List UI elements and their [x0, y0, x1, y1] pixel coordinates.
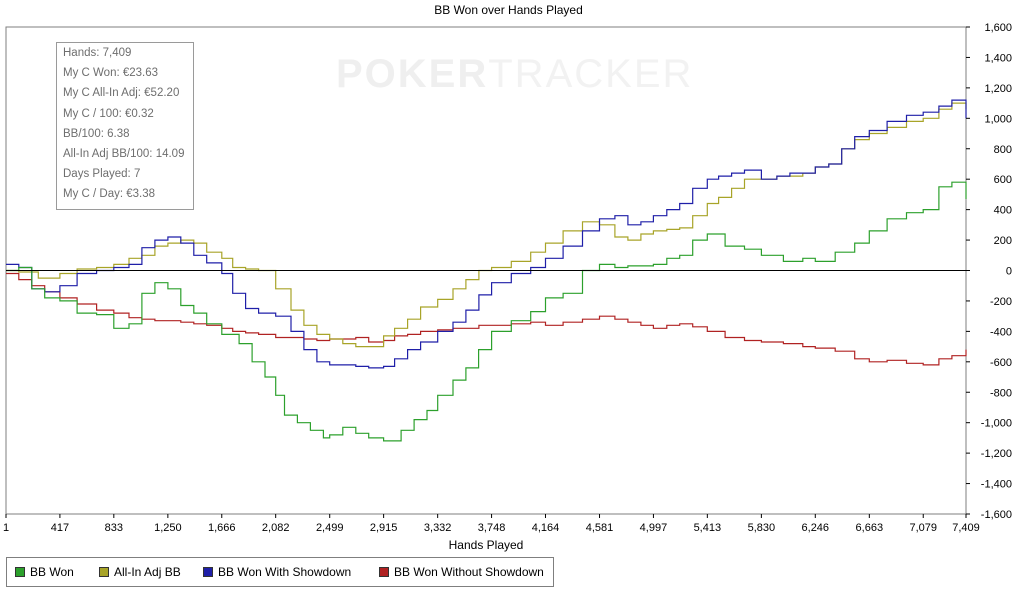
series-line-bb-won-without-showdown [6, 272, 967, 366]
x-tick-label: 6,663 [856, 522, 884, 534]
y-tick-label: -200 [990, 296, 1012, 308]
legend-item-bb-won[interactable]: BB Won [15, 565, 74, 579]
y-tick-label: -1,400 [981, 479, 1012, 491]
axis-ticks: 1 417 833 1,250 1,666 2,082 2,499 2,915 3,332 3,7… [3, 22, 1012, 534]
y-tick-label: 1,200 [984, 83, 1012, 95]
legend-label: All-In Adj BB [114, 565, 181, 579]
y-tick-label: 200 [994, 235, 1012, 247]
y-tick-label: -800 [990, 387, 1012, 399]
series-line-bb-won-with-showdown [6, 99, 967, 369]
x-tick-label: 7,409 [952, 522, 980, 534]
legend-swatch [379, 566, 389, 577]
stat-bb-per-100: BB/100: 6.38 [63, 127, 130, 140]
x-tick-label: 2,499 [316, 522, 344, 534]
x-tick-label: 1,666 [208, 522, 236, 534]
y-tick-label: 600 [994, 174, 1012, 186]
y-tick-label: -1,600 [981, 509, 1012, 521]
stat-my-c-allin-adj: My C All-In Adj: €52.20 [63, 87, 180, 100]
y-tick-label: 0 [1006, 266, 1012, 278]
x-tick-label: 5,413 [694, 522, 722, 534]
y-tick-label: 1,600 [984, 22, 1012, 34]
x-tick-label: 6,246 [802, 522, 830, 534]
legend-label: BB Won [30, 565, 74, 579]
x-tick-label: 1,250 [154, 522, 182, 534]
x-tick-label: 5,830 [748, 522, 776, 534]
stats-tooltip-box: Hands: 7,409 My C Won: €23.63 My C All-I… [56, 42, 194, 210]
legend-label: BB Won With Showdown [218, 565, 352, 579]
x-tick-label: 4,164 [532, 522, 560, 534]
stat-my-c-per-day: My C / Day: €3.38 [63, 188, 156, 201]
y-tick-label: -1,200 [981, 448, 1012, 460]
stat-days-played: Days Played: 7 [63, 168, 141, 181]
chart-title: BB Won over Hands Played [434, 3, 583, 17]
legend-label: BB Won Without Showdown [394, 565, 544, 579]
stat-allin-adj-bb-per-100: All-In Adj BB/100: 14.09 [63, 147, 185, 160]
x-tick-label: 1 [3, 522, 9, 534]
x-tick-label: 4,581 [586, 522, 614, 534]
y-tick-label: 1,400 [984, 52, 1012, 64]
x-tick-label: 7,079 [909, 522, 937, 534]
x-tick-label: 2,082 [262, 522, 290, 534]
y-tick-label: -1,000 [981, 418, 1012, 430]
legend-item-bb-won-with-showdown[interactable]: BB Won With Showdown [203, 565, 351, 579]
y-tick-label: -400 [990, 326, 1012, 338]
x-tick-label: 4,997 [640, 522, 668, 534]
watermark-logo: POKERTRACKER [336, 52, 694, 96]
x-axis-label: Hands Played [448, 538, 524, 552]
legend-swatch [99, 566, 109, 577]
legend-swatch [15, 566, 25, 577]
stat-hands: Hands: 7,409 [63, 47, 132, 59]
y-tick-label: 800 [994, 144, 1012, 156]
series-line-bb-won [6, 181, 967, 442]
legend-item-allin-adj-bb[interactable]: All-In Adj BB [99, 565, 181, 579]
y-tick-label: -600 [990, 357, 1012, 369]
stat-my-c-per-100: My C / 100: €0.32 [63, 107, 154, 120]
x-tick-label: 3,748 [478, 522, 506, 534]
chart-legend: BB Won All-In Adj BB BB Won With Showdow… [6, 557, 554, 587]
legend-swatch [203, 566, 213, 577]
y-tick-label: 400 [994, 205, 1012, 217]
x-tick-label: 2,915 [370, 522, 398, 534]
x-tick-label: 833 [105, 522, 123, 534]
legend-item-bb-won-without-showdown[interactable]: BB Won Without Showdown [379, 565, 544, 579]
plot-lines [6, 99, 967, 442]
stat-my-c-won: My C Won: €23.63 [63, 67, 159, 80]
y-tick-label: 1,000 [984, 113, 1012, 125]
x-tick-label: 417 [51, 522, 69, 534]
x-tick-label: 3,332 [424, 522, 452, 534]
